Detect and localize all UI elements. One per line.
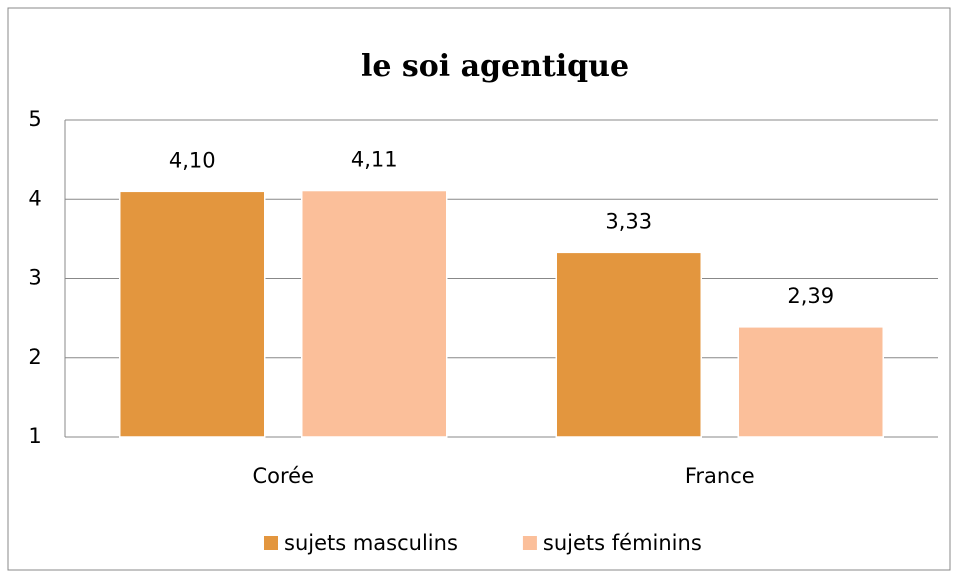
bar	[737, 326, 884, 438]
legend-label: sujets masculins	[284, 531, 458, 555]
bar	[119, 190, 266, 438]
chart-title: le soi agentique	[361, 49, 629, 84]
x-tick-label: France	[685, 464, 755, 488]
y-tick-label: 1	[28, 424, 41, 448]
bar	[301, 189, 448, 438]
legend-label: sujets féminins	[543, 531, 702, 555]
x-tick-label: Corée	[252, 464, 314, 488]
legend-swatch	[522, 536, 537, 550]
value-label: 3,33	[605, 209, 652, 233]
bar	[555, 251, 702, 438]
y-tick-label: 4	[28, 186, 41, 210]
value-label: 4,10	[169, 148, 216, 172]
value-label: 4,11	[351, 148, 398, 172]
y-tick-label: 5	[28, 107, 41, 131]
y-tick-label: 3	[28, 266, 41, 290]
y-tick-label: 2	[28, 345, 41, 369]
legend-swatch	[264, 536, 278, 550]
value-label: 2,39	[787, 284, 834, 308]
